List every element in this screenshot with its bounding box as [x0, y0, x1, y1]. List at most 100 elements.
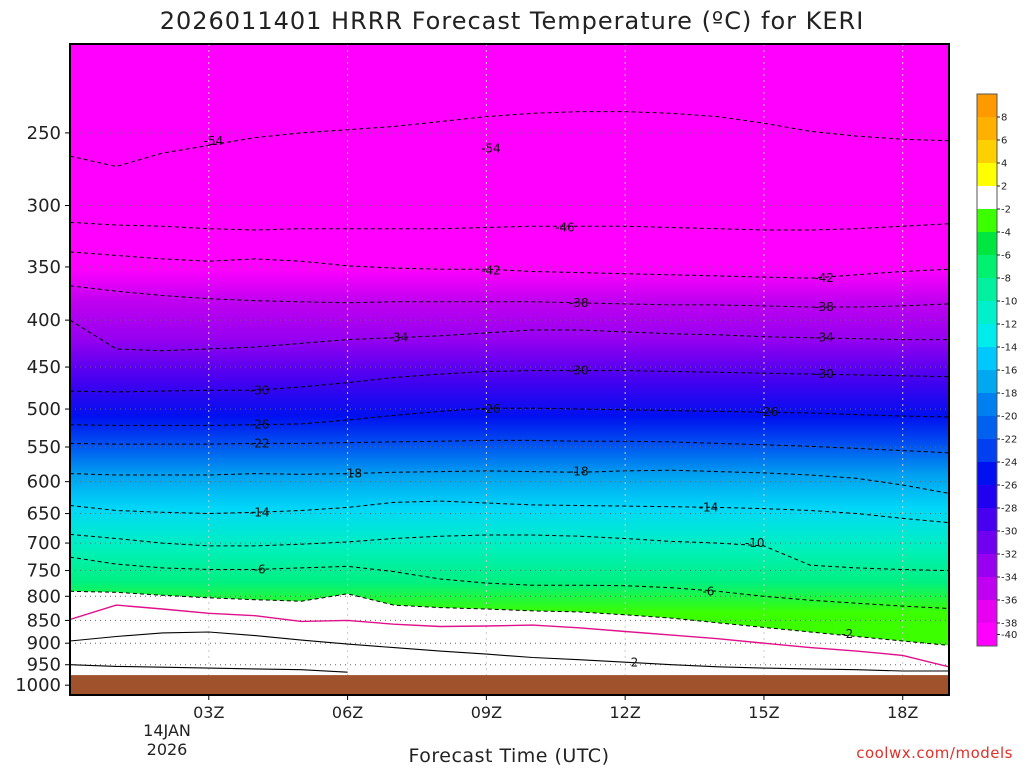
colorbar-swatch — [977, 209, 997, 233]
colorbar-swatch — [977, 347, 997, 371]
colorbar-tick-label: -24 — [1001, 458, 1017, 469]
isotherm-label: -38 — [814, 300, 834, 314]
isotherm-label: -2 — [841, 627, 853, 641]
isotherm-label: -34 — [814, 331, 834, 345]
x-tick-label: 15Z — [748, 703, 779, 722]
y-tick-label: 650 — [27, 504, 61, 525]
isotherm-minus-54 — [70, 111, 949, 168]
colorbar-swatch — [977, 232, 997, 256]
isotherm-label: -30 — [569, 364, 589, 378]
colorbar-tick-label: -16 — [1001, 366, 1017, 377]
colorbar-tick-label: -26 — [1001, 481, 1017, 492]
x-tick-label: 09Z — [471, 703, 502, 722]
colorbar-tick-label: -8 — [1001, 274, 1011, 285]
isotherm-label: -26 — [759, 405, 779, 419]
isotherm-2 — [70, 631, 949, 672]
isotherm-contours — [70, 111, 949, 673]
isotherm-minus-6 — [70, 556, 949, 609]
y-tick-label: 950 — [27, 655, 61, 676]
x-tick-label: 12Z — [609, 703, 640, 722]
y-tick-label: 900 — [27, 633, 61, 654]
y-tick-label: 400 — [27, 310, 61, 331]
colorbar-swatch — [977, 186, 997, 210]
y-tick-label: 250 — [27, 123, 61, 144]
colorbar-swatch — [977, 508, 997, 532]
isotherm-freezing-line — [70, 604, 949, 668]
isotherm-label: -14 — [250, 505, 270, 519]
isotherm-label: -14 — [699, 500, 719, 514]
isotherm-label: -34 — [389, 331, 409, 345]
colorbar-tick-label: -34 — [1001, 573, 1017, 584]
colorbar-tick-label: -40 — [1001, 630, 1017, 641]
colorbar-swatch — [977, 140, 997, 164]
x-tick-label: 18Z — [887, 703, 918, 722]
colorbar-swatch — [977, 324, 997, 348]
isotherm-label: -46 — [555, 220, 575, 234]
colorbar-swatch — [977, 117, 997, 141]
source-credit: coolwx.com/models — [856, 744, 1013, 762]
colorbar-swatch — [977, 416, 997, 440]
isotherm-label: -30 — [250, 383, 270, 397]
y-tick-label: 1000 — [15, 675, 61, 696]
colorbar-tick-label: 4 — [1001, 159, 1007, 170]
isotherm-6 — [70, 664, 348, 673]
isotherm-minus-38 — [70, 285, 949, 308]
ground-layer — [70, 675, 949, 695]
x-tick-label: 06Z — [332, 703, 363, 722]
y-tick-label: 750 — [27, 561, 61, 582]
colorbar-swatch — [977, 600, 997, 624]
time-axis: 03Z 06Z 09Z 12Z 15Z 18Z — [193, 695, 918, 722]
colorbar-tick-label: -18 — [1001, 389, 1017, 400]
y-tick-label: 700 — [27, 533, 61, 554]
grid-lines — [70, 44, 949, 695]
isotherm-label: -54 — [481, 142, 501, 156]
colorbar-swatch — [977, 531, 997, 555]
pressure-axis: 2503003504004505005506006507007508008509… — [15, 123, 70, 696]
colorbar-tick-label: -22 — [1001, 435, 1017, 446]
colorbar-tick-label: -30 — [1001, 527, 1017, 538]
colorbar-tick-label: -36 — [1001, 596, 1017, 607]
isotherm-label: -18 — [569, 465, 589, 479]
plot-frame — [69, 43, 950, 696]
isotherm-minus-10 — [70, 533, 949, 572]
colorbar-tick-label: -10 — [1001, 297, 1017, 308]
colorbar-swatch — [977, 163, 997, 187]
isotherm-label: -26 — [481, 402, 501, 416]
colorbar-swatch — [977, 94, 997, 118]
colorbar-swatch — [977, 393, 997, 417]
isotherm-label: -18 — [342, 467, 362, 481]
isotherm-label: -54 — [204, 134, 224, 148]
temperature-field — [70, 44, 949, 695]
isotherm-label: -26 — [250, 418, 270, 432]
plot-area: -54 -54 -46 -42 -42 -38 -38 -34 -34 -30 -30 -30 -26 -… — [70, 44, 949, 695]
isotherm-label: -10 — [745, 536, 765, 550]
isotherm-minus-34 — [70, 319, 949, 352]
y-tick-label: 300 — [27, 196, 61, 217]
colorbar-tick-label: 8 — [1001, 113, 1007, 124]
y-tick-label: 350 — [27, 257, 61, 278]
colorbar-tick-label: -28 — [1001, 504, 1017, 515]
isotherm-labels: -54 -54 -46 -42 -42 -38 -38 -34 -34 -30 -30 -30 -26 -… — [204, 134, 854, 670]
isotherm-label: -42 — [481, 263, 501, 277]
x-axis-label: Forecast Time (UTC) — [409, 745, 610, 767]
colorbar-tick-label: 6 — [1001, 136, 1007, 147]
isotherm-label: -38 — [569, 296, 589, 310]
colorbar-tick-label: -2 — [1001, 205, 1011, 216]
colorbar-swatch — [977, 278, 997, 302]
colorbar-legend: 8 6 4 2 -2 -4 -6 -8 -10 -12 -14 -16 -18 -20 -22 -24 -26 -… — [976, 93, 1017, 647]
isotherm-label: -6 — [254, 562, 266, 576]
isotherm-label: -42 — [814, 271, 834, 285]
y-tick-label: 800 — [27, 586, 61, 607]
isotherm-minus-2 — [70, 590, 949, 646]
y-tick-label: 450 — [27, 357, 61, 378]
isotherm-label: 2 — [631, 656, 639, 670]
colorbar-swatch — [977, 301, 997, 325]
isotherm-label: -22 — [250, 436, 270, 450]
colorbar-swatch — [977, 577, 997, 601]
colorbar-swatch — [977, 554, 997, 578]
y-tick-label: 600 — [27, 472, 61, 493]
colorbar-tick-label: 2 — [1001, 182, 1007, 193]
colorbar-tick-label: -6 — [1001, 251, 1011, 262]
x-tick-label: 03Z — [193, 703, 224, 722]
